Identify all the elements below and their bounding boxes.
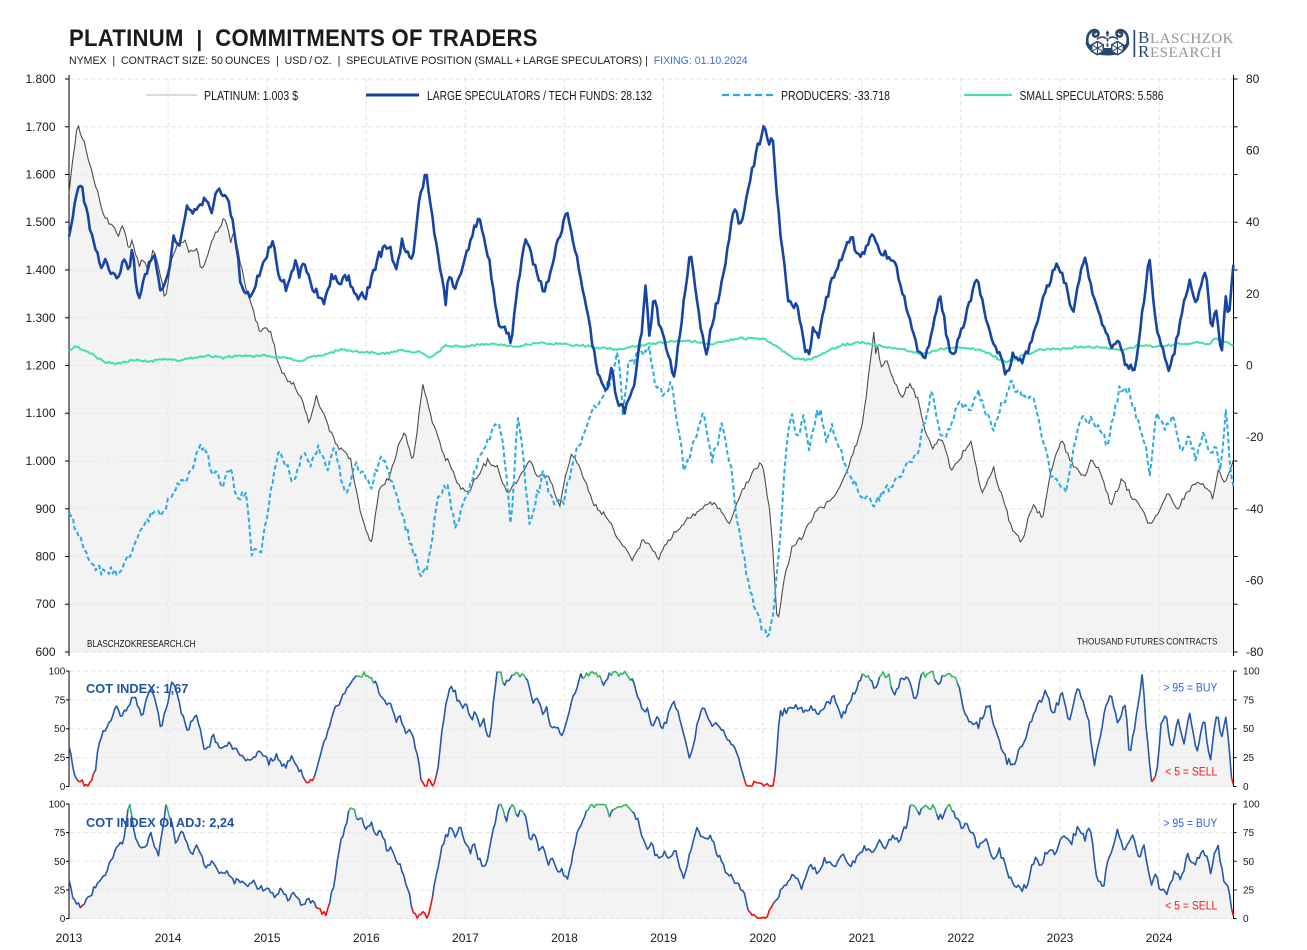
svg-text:1.300: 1.300	[25, 311, 55, 325]
svg-text:-60: -60	[1246, 573, 1264, 587]
svg-text:2017: 2017	[452, 931, 479, 945]
svg-text:< 5 = SELL: < 5 = SELL	[1165, 767, 1218, 779]
svg-text:25: 25	[1243, 753, 1255, 764]
svg-text:600: 600	[35, 645, 55, 659]
svg-text:40: 40	[1246, 215, 1260, 229]
svg-text:LASCHZOK: LASCHZOK	[1150, 31, 1234, 47]
svg-text:PLATINUM: 1.003 $: PLATINUM: 1.003 $	[204, 88, 299, 103]
svg-text:50: 50	[54, 724, 66, 735]
svg-text:R: R	[1138, 42, 1150, 61]
svg-text:25: 25	[1243, 886, 1255, 897]
svg-text:2016: 2016	[353, 931, 380, 945]
svg-text:> 95 = BUY: > 95 = BUY	[1163, 818, 1217, 830]
svg-text:-80: -80	[1246, 645, 1264, 659]
svg-text:PRODUCERS: -33.718: PRODUCERS: -33.718	[781, 88, 890, 103]
svg-text:80: 80	[1246, 72, 1260, 86]
svg-text:800: 800	[35, 550, 55, 564]
svg-text:1.100: 1.100	[25, 406, 55, 420]
svg-text:20: 20	[1246, 287, 1260, 301]
svg-text:1.600: 1.600	[25, 168, 55, 182]
svg-text:THOUSAND FUTURES CONTRACTS: THOUSAND FUTURES CONTRACTS	[1077, 637, 1218, 648]
svg-text:25: 25	[54, 886, 66, 897]
svg-text:< 5 = SELL: < 5 = SELL	[1165, 901, 1218, 913]
svg-text:100: 100	[1243, 800, 1260, 811]
svg-text:100: 100	[1243, 667, 1260, 678]
svg-text:1.400: 1.400	[25, 263, 55, 277]
svg-text:75: 75	[1243, 828, 1255, 839]
svg-text:COT INDEX: 1,67: COT INDEX: 1,67	[86, 681, 188, 696]
svg-text:1.500: 1.500	[25, 215, 55, 229]
svg-text:-20: -20	[1246, 430, 1264, 444]
svg-text:50: 50	[1243, 724, 1255, 735]
svg-text:1.800: 1.800	[25, 72, 55, 86]
svg-text:100: 100	[49, 800, 66, 811]
svg-text:2021: 2021	[848, 931, 875, 945]
svg-text:900: 900	[35, 502, 55, 516]
svg-text:2015: 2015	[254, 931, 281, 945]
svg-text:2013: 2013	[56, 931, 83, 945]
svg-text:2018: 2018	[551, 931, 578, 945]
svg-text:1.200: 1.200	[25, 359, 55, 373]
svg-text:BLASCHZOKRESEARCH.CH: BLASCHZOKRESEARCH.CH	[87, 639, 196, 650]
svg-text:2020: 2020	[749, 931, 776, 945]
svg-text:1.000: 1.000	[25, 454, 55, 468]
svg-text:100: 100	[49, 667, 66, 678]
svg-text:B: B	[1138, 28, 1149, 47]
svg-text:2024: 2024	[1146, 931, 1173, 945]
svg-text:2022: 2022	[948, 931, 975, 945]
svg-text:25: 25	[54, 753, 66, 764]
svg-text:2023: 2023	[1047, 931, 1074, 945]
svg-text:0: 0	[1243, 914, 1249, 925]
svg-text:COT INDEX OI ADJ: 2,24: COT INDEX OI ADJ: 2,24	[86, 815, 235, 830]
svg-text:75: 75	[54, 828, 66, 839]
svg-text:2014: 2014	[155, 931, 182, 945]
svg-text:0: 0	[60, 914, 66, 925]
svg-text:60: 60	[1246, 144, 1260, 158]
svg-text:LARGE SPECULATORS / TECH FUNDS: LARGE SPECULATORS / TECH FUNDS: 28.132	[427, 88, 652, 103]
svg-text:50: 50	[1243, 857, 1255, 868]
svg-text:50: 50	[54, 857, 66, 868]
svg-text:75: 75	[1243, 695, 1255, 706]
svg-text:0: 0	[60, 782, 66, 793]
svg-text:700: 700	[35, 597, 55, 611]
svg-text:-40: -40	[1246, 502, 1264, 516]
svg-text:1.700: 1.700	[25, 120, 55, 134]
svg-text:ESEARCH: ESEARCH	[1150, 45, 1222, 61]
svg-text:2019: 2019	[650, 931, 677, 945]
svg-text:75: 75	[54, 695, 66, 706]
svg-text:> 95 = BUY: > 95 = BUY	[1163, 683, 1217, 695]
svg-text:0: 0	[1246, 359, 1253, 373]
svg-text:0: 0	[1243, 782, 1249, 793]
svg-text:SMALL SPECULATORS: 5.586: SMALL SPECULATORS: 5.586	[1020, 88, 1164, 103]
